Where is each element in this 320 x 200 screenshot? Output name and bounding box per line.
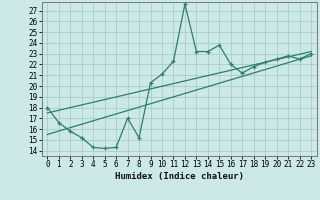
X-axis label: Humidex (Indice chaleur): Humidex (Indice chaleur) <box>115 172 244 181</box>
